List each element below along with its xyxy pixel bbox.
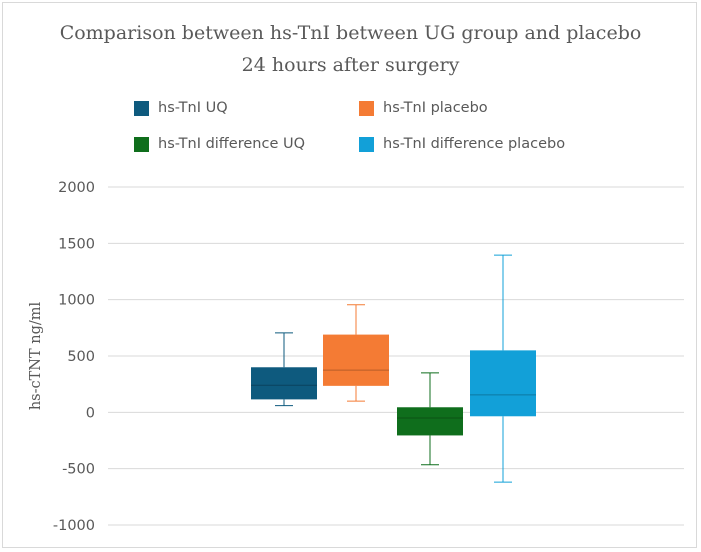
- y-tick-label: 500: [67, 349, 95, 365]
- legend-swatch: [134, 100, 149, 116]
- box-1-iqr-box: [323, 334, 389, 386]
- legend-swatch: [359, 100, 374, 116]
- legend-item-hs-tni-placebo: hs-TnI placebo: [359, 100, 488, 116]
- legend-item-hs-tni-difference-placebo: hs-TnI difference placebo: [359, 136, 565, 152]
- legend-label: hs-TnI placebo: [383, 100, 488, 116]
- box-3-iqr-box: [470, 350, 536, 417]
- box-0-iqr-box: [251, 367, 317, 400]
- y-tick-label: 1500: [58, 236, 95, 252]
- chart-subtitle: 24 hours after surgery: [241, 54, 460, 76]
- y-tick-label: -1000: [53, 518, 95, 534]
- chart-title: Comparison between hs-TnI between UG gro…: [59, 22, 642, 44]
- y-tick-label: 0: [86, 405, 95, 421]
- legend-item-hs-tni-uq: hs-TnI UQ: [134, 100, 228, 116]
- y-tick-label: -500: [62, 462, 95, 478]
- legend-label: hs-TnI difference UQ: [158, 136, 306, 152]
- y-tick-label: 2000: [58, 180, 95, 196]
- y-tick-label: 1000: [58, 293, 95, 309]
- legend-label: hs-TnI UQ: [158, 100, 228, 116]
- box-2-iqr-box: [397, 407, 463, 436]
- legend-item-hs-tni-difference-uq: hs-TnI difference UQ: [134, 136, 305, 152]
- legend-label: hs-TnI difference placebo: [383, 136, 566, 152]
- legend-swatch: [359, 136, 374, 152]
- legend-swatch: [134, 136, 149, 152]
